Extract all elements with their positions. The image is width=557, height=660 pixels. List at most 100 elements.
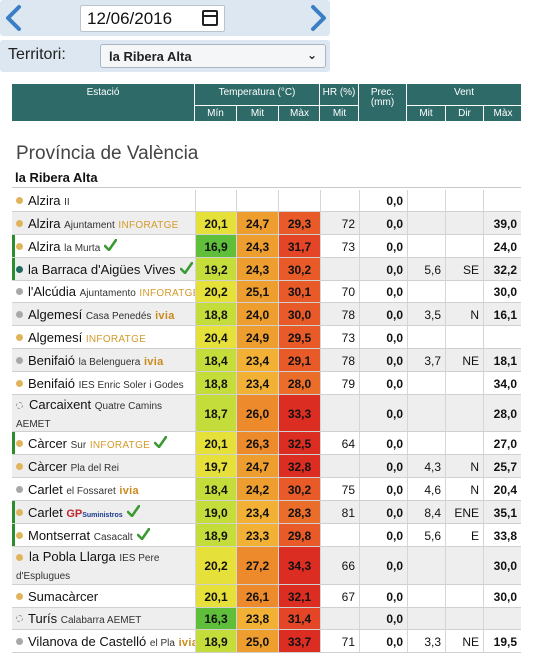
col-header-tmax: Màx (278, 106, 320, 122)
table-row: Alzira la Murta 16,9 24,3 31,7 73 0,0 24,0 (12, 235, 521, 258)
territori-bar: Territori: la Ribera Alta ⌄ (0, 40, 330, 72)
station-subname: Calabarra AEMET (60, 615, 142, 626)
station-main-name: Sumacàrcer (28, 589, 99, 604)
cell-value-min: 18,9 (204, 635, 228, 649)
cell-value-mit: 23,3 (245, 529, 270, 543)
cell-value-dir: N (470, 308, 479, 322)
station-status-dot-icon (16, 593, 23, 600)
station-subname: el Pla (149, 638, 175, 649)
station-cell: Turís Calabarra AEMET (12, 608, 195, 629)
cell-vmax: 33,8 (483, 524, 521, 546)
cell-vmax: 32,2 (483, 258, 521, 280)
cell-prec: 0,0 (359, 190, 407, 211)
cell-value-mit: 23,8 (245, 612, 270, 626)
table-row: Benifaió IES Enric Soler i Godes 18,8 23,4… (12, 372, 521, 395)
cell-dir: NE (445, 630, 483, 652)
cell-mit: 24,0 (236, 303, 278, 325)
station-name[interactable]: Carlet el Fossaret ivia (28, 482, 139, 497)
station-main-name: Algemesí (28, 330, 83, 345)
station-name[interactable]: Benifaió la Belenguera ivia (28, 353, 164, 368)
station-name[interactable]: Algemesí Casa Penedés ivia (28, 307, 175, 322)
col-header-vent: Vent Mit Dir Màx (407, 84, 522, 122)
cell-value-vmax: 33,8 (493, 529, 517, 543)
station-name[interactable]: la Barraca d'Aigües Vives (28, 262, 193, 277)
cell-mit: 26,1 (236, 585, 278, 607)
col-header-tmit: Mit (236, 106, 278, 122)
cell-vmit (407, 372, 445, 394)
station-name[interactable]: Càrcer Sur INFORATGE (28, 436, 168, 451)
station-main-name: Alzira (28, 216, 61, 231)
station-name[interactable]: Vilanova de Castelló el Pla ivia (28, 634, 195, 649)
station-name[interactable]: la Pobla Llarga IES Pere d'Esplugues (16, 549, 159, 584)
cell-hr (320, 608, 359, 629)
cell-vmax: 27,0 (483, 432, 521, 454)
cell-dir (445, 608, 483, 629)
station-name[interactable]: Càrcer Pla del Rei (28, 459, 119, 474)
territori-select[interactable]: la Ribera Alta ⌄ (100, 44, 326, 68)
cell-min: 19,7 (195, 455, 236, 477)
station-name[interactable]: Alzira II (28, 193, 70, 208)
station-name[interactable]: Algemesí INFORATGE (28, 330, 146, 345)
cell-value-max: 33,7 (287, 635, 312, 649)
cell-vmit: 8,4 (407, 501, 445, 523)
station-name[interactable]: Alzira Ajuntament INFORATGE (28, 216, 179, 231)
cell-value-min: 18,8 (204, 308, 228, 322)
station-subname: la Murta (64, 243, 101, 254)
station-cell: Carlet GPSuministros (12, 501, 195, 523)
cell-max: 28,3 (278, 501, 320, 523)
station-status-dot-icon (16, 532, 23, 539)
station-name[interactable]: Alzira la Murta (28, 239, 118, 254)
cell-value-vmit: 5,6 (424, 529, 441, 543)
cell-value-vmax: 39,0 (493, 217, 517, 231)
table-row: Montserrat Casacalt 18,9 23,3 29,8 0,0 5,6 E 33… (12, 524, 521, 547)
cell-hr: 78 (320, 349, 359, 371)
next-day-chevron-right-icon[interactable] (306, 4, 330, 32)
cell-max: 32,1 (278, 585, 320, 607)
cell-value-hr: 78 (341, 354, 355, 368)
station-name[interactable]: Carlet GPSuministros (28, 505, 140, 520)
comarca-divider (12, 187, 521, 188)
station-name[interactable]: Turís Calabarra AEMET (28, 611, 141, 626)
cell-min: 16,3 (195, 608, 236, 629)
cell-hr: 71 (320, 630, 359, 652)
cell-vmit: 3,7 (407, 349, 445, 371)
cell-value-dir: NE (462, 635, 479, 649)
previous-day-chevron-left-icon[interactable] (2, 4, 26, 32)
cell-hr (320, 258, 359, 280)
cell-min: 20,2 (195, 547, 236, 584)
station-status-dot-icon (16, 440, 23, 447)
table-row: l'Alcúdia Ajuntamento INFORATGE 20,2 25,1 3… (12, 281, 521, 303)
cell-hr: 66 (320, 547, 359, 584)
network-brand-label: ivia (155, 310, 175, 322)
cell-min: 19,0 (195, 501, 236, 523)
cell-value-dir: N (470, 483, 479, 497)
station-name[interactable]: Sumacàrcer (28, 589, 98, 604)
date-bar: 12/06/2016 (0, 0, 330, 36)
calendar-icon[interactable] (202, 10, 218, 26)
cell-mit (236, 190, 278, 211)
cell-value-prec: 0,0 (386, 217, 403, 231)
table-row: Càrcer Pla del Rei 19,7 24,7 32,8 0,0 4,3 N 25,… (12, 455, 521, 478)
cell-vmit: 5,6 (407, 258, 445, 280)
cell-vmax: 39,0 (483, 212, 521, 234)
station-name[interactable]: Benifaió IES Enric Soler i Godes (28, 376, 184, 391)
cell-prec: 0,0 (359, 608, 407, 629)
cell-dir (445, 585, 483, 607)
cell-min: 20,4 (195, 326, 236, 348)
cell-min: 18,9 (195, 524, 236, 546)
col-header-tmin: Mín (207, 108, 224, 119)
date-input[interactable]: 12/06/2016 (80, 5, 225, 32)
station-name[interactable]: Montserrat Casacalt (28, 528, 150, 543)
cell-hr: 79 (320, 372, 359, 394)
cell-value-vmit: 3,7 (424, 354, 441, 368)
cell-vmit (407, 235, 445, 257)
cell-prec: 0,0 (359, 349, 407, 371)
cell-value-vmax: 32,2 (493, 263, 517, 277)
station-name[interactable]: l'Alcúdia Ajuntamento INFORATGE (28, 284, 195, 299)
station-cell: Algemesí Casa Penedés ivia (12, 303, 195, 325)
station-main-name: la Barraca d'Aigües Vives (28, 262, 176, 277)
cell-hr: 72 (320, 212, 359, 234)
cell-max: 30,2 (278, 478, 320, 500)
col-header-vmax: Màx (483, 106, 522, 122)
station-name[interactable]: Carcaixent Quatre Camins AEMET (16, 397, 162, 431)
